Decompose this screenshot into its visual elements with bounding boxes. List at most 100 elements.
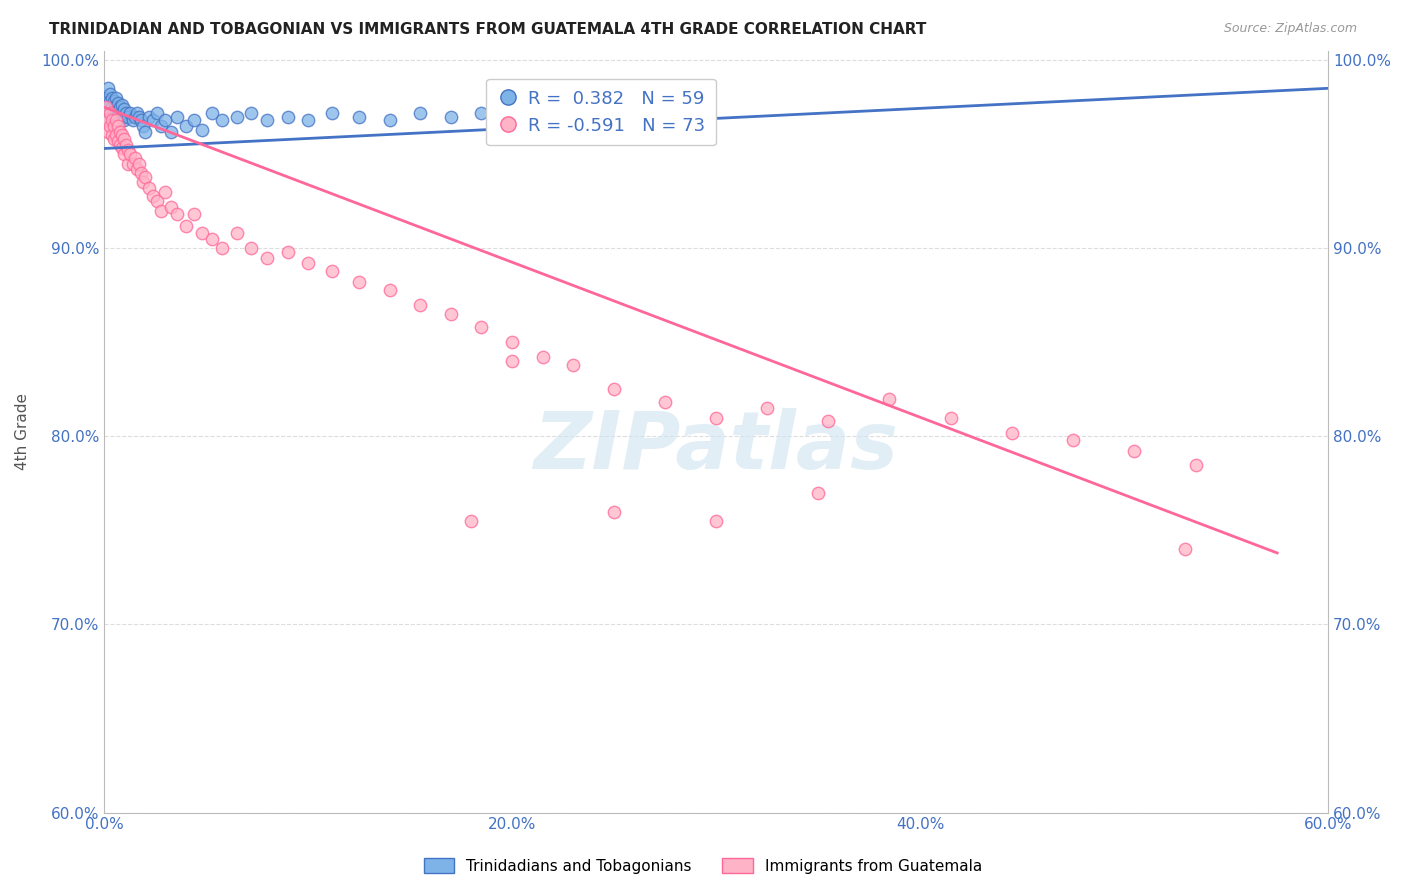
Point — [704, 410, 727, 425]
Legend: R =  0.382   N = 59, R = -0.591   N = 73: R = 0.382 N = 59, R = -0.591 N = 73 — [486, 78, 716, 145]
Point — [150, 119, 173, 133]
Point — [562, 110, 585, 124]
Point — [94, 91, 117, 105]
Point — [103, 105, 125, 120]
Point — [112, 113, 135, 128]
Point — [142, 188, 165, 202]
Point — [110, 100, 132, 114]
Point — [378, 283, 401, 297]
Point — [98, 95, 121, 109]
Point — [191, 226, 214, 240]
Point — [201, 105, 224, 120]
Point — [409, 298, 432, 312]
Point — [128, 110, 150, 124]
Point — [807, 485, 830, 500]
Point — [117, 156, 139, 170]
Text: TRINIDADIAN AND TOBAGONIAN VS IMMIGRANTS FROM GUATEMALA 4TH GRADE CORRELATION CH: TRINIDADIAN AND TOBAGONIAN VS IMMIGRANTS… — [49, 22, 927, 37]
Point — [117, 144, 139, 158]
Point — [256, 251, 278, 265]
Point — [191, 122, 214, 136]
Point — [111, 128, 134, 143]
Point — [105, 128, 128, 143]
Point — [150, 203, 173, 218]
Point — [117, 110, 139, 124]
Point — [562, 358, 585, 372]
Point — [501, 113, 523, 128]
Point — [132, 119, 155, 133]
Point — [239, 241, 262, 255]
Point — [125, 105, 148, 120]
Point — [146, 194, 169, 209]
Point — [704, 514, 727, 528]
Point — [121, 156, 143, 170]
Point — [115, 137, 138, 152]
Point — [98, 105, 121, 120]
Point — [94, 100, 117, 114]
Point — [211, 241, 233, 255]
Point — [98, 105, 121, 120]
Point — [153, 113, 176, 128]
Point — [111, 110, 134, 124]
Point — [160, 200, 183, 214]
Point — [939, 410, 962, 425]
Point — [297, 113, 319, 128]
Point — [440, 110, 463, 124]
Point — [132, 175, 155, 189]
Point — [817, 414, 839, 428]
Point — [460, 514, 482, 528]
Point — [1123, 444, 1146, 458]
Text: Source: ZipAtlas.com: Source: ZipAtlas.com — [1223, 22, 1357, 36]
Point — [107, 110, 129, 124]
Point — [1184, 458, 1206, 472]
Point — [112, 102, 135, 116]
Point — [166, 110, 188, 124]
Point — [603, 382, 626, 396]
Point — [225, 110, 247, 124]
Point — [297, 256, 319, 270]
Point — [225, 226, 247, 240]
Point — [531, 351, 554, 365]
Point — [201, 232, 224, 246]
Point — [103, 95, 125, 109]
Point — [129, 113, 152, 128]
Point — [97, 81, 120, 95]
Point — [277, 110, 299, 124]
Point — [321, 264, 343, 278]
Point — [166, 207, 188, 221]
Point — [103, 132, 125, 146]
Legend: Trinidadians and Tobagonians, Immigrants from Guatemala: Trinidadians and Tobagonians, Immigrants… — [418, 852, 988, 880]
Point — [101, 100, 124, 114]
Point — [174, 219, 197, 233]
Point — [347, 110, 370, 124]
Y-axis label: 4th Grade: 4th Grade — [15, 393, 30, 470]
Point — [111, 98, 134, 112]
Point — [138, 181, 160, 195]
Point — [124, 151, 146, 165]
Point — [97, 124, 120, 138]
Point — [347, 275, 370, 289]
Point — [128, 156, 150, 170]
Point — [440, 307, 463, 321]
Point — [103, 119, 125, 133]
Point — [120, 147, 142, 161]
Point — [101, 128, 124, 143]
Point — [97, 113, 120, 128]
Point — [470, 320, 492, 334]
Point — [531, 105, 554, 120]
Point — [110, 124, 132, 138]
Point — [321, 105, 343, 120]
Point — [879, 392, 901, 406]
Point — [134, 124, 156, 138]
Point — [1062, 433, 1084, 447]
Point — [97, 100, 120, 114]
Point — [112, 147, 135, 161]
Point — [101, 91, 124, 105]
Point — [125, 162, 148, 177]
Point — [160, 124, 183, 138]
Point — [107, 119, 129, 133]
Point — [105, 91, 128, 105]
Point — [146, 105, 169, 120]
Point — [409, 105, 432, 120]
Point — [121, 113, 143, 128]
Point — [105, 113, 128, 128]
